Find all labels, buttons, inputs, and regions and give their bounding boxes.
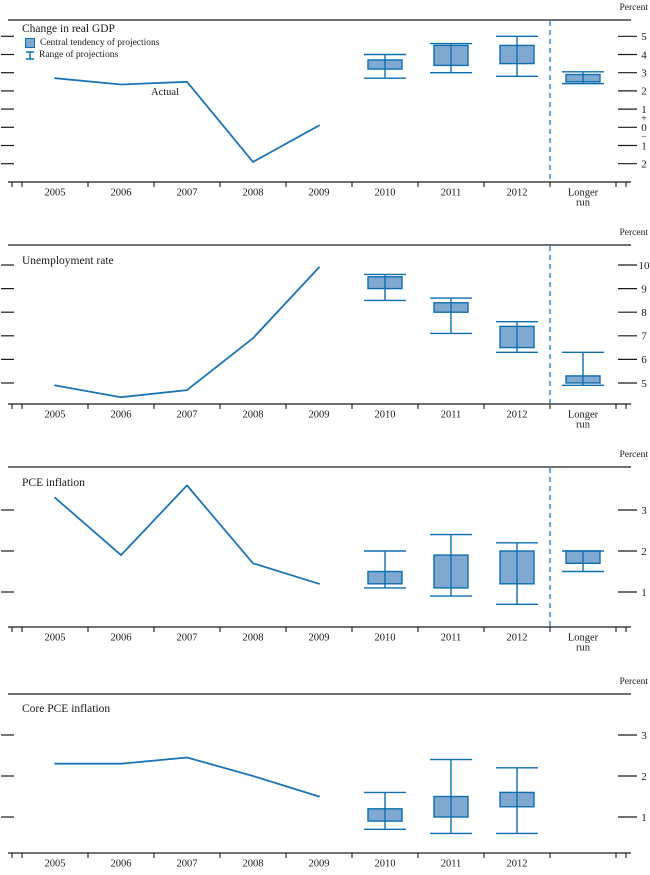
x-label-year: 2005	[45, 188, 66, 199]
y-tick-label: 3	[641, 505, 647, 517]
y-tick-label: 10	[639, 260, 650, 272]
y-tick-label: 2	[641, 159, 647, 171]
y-tick-label: 4	[641, 49, 647, 61]
y-tick-label: 2	[641, 546, 647, 558]
range-whisker-icon	[26, 50, 34, 60]
x-label-year: 2009	[309, 633, 330, 644]
legend-row-central-tendency: Central tendency of projections	[25, 37, 160, 49]
percent-axis-label: Percent	[619, 228, 649, 238]
x-label-year: 2010	[375, 633, 396, 644]
legend-label-range: Range of projections	[39, 50, 119, 60]
x-label-year: 2010	[375, 859, 396, 870]
y-tick-label: 0	[641, 122, 647, 134]
x-label-year: 2006	[111, 188, 132, 199]
x-label-year: 2006	[111, 633, 132, 644]
y-tick-label: 8	[641, 307, 647, 319]
y-tick-label: 6	[641, 354, 647, 366]
legend-row-range: Range of projections	[25, 49, 160, 61]
x-label-longer-run: run	[576, 198, 591, 209]
y-tick-label: 5	[641, 378, 647, 390]
x-label-year: 2008	[243, 859, 264, 870]
chart-legend: Central tendency of projections Range of…	[25, 37, 160, 61]
x-label-longer-run: run	[576, 643, 591, 654]
x-label-year: 2011	[441, 188, 462, 199]
y-tick-label: 5	[641, 31, 647, 43]
x-label-year: 2012	[507, 633, 528, 644]
percent-axis-label: Percent	[619, 450, 649, 460]
percent-axis-label: Percent	[619, 3, 649, 13]
x-label-year: 2007	[177, 633, 198, 644]
x-label-year: 2008	[243, 188, 264, 199]
x-label-year: 2010	[375, 410, 396, 421]
x-label-year: 2007	[177, 188, 198, 199]
x-label-longer-run: Longer	[568, 188, 599, 199]
x-label-year: 2005	[45, 410, 66, 421]
x-label-longer-run: Longer	[568, 410, 599, 421]
x-label-year: 2011	[441, 410, 462, 421]
x-label-year: 2010	[375, 188, 396, 199]
y-tick-label: 1	[641, 140, 647, 152]
x-label-year: 2009	[309, 188, 330, 199]
x-label-year: 2005	[45, 633, 66, 644]
central-tendency-swatch-icon	[25, 38, 35, 48]
y-tick-label: 9	[641, 283, 647, 295]
legend-label-central-tendency: Central tendency of projections	[40, 38, 160, 48]
x-label-year: 2011	[441, 859, 462, 870]
x-label-year: 2006	[111, 410, 132, 421]
y-tick-label: 3	[641, 68, 647, 80]
x-label-year: 2007	[177, 410, 198, 421]
y-tick-label: 3	[641, 730, 647, 742]
x-label-year: 2012	[507, 859, 528, 870]
actual-line-label: Actual	[151, 87, 179, 98]
x-label-longer-run: Longer	[568, 633, 599, 644]
x-label-year: 2005	[45, 859, 66, 870]
panel-title-gdp: Change in real GDP	[22, 23, 115, 35]
y-tick-label: 1	[641, 812, 647, 824]
minus-sign-marker: −	[641, 132, 647, 143]
x-label-longer-run: run	[576, 420, 591, 431]
x-label-year: 2012	[507, 410, 528, 421]
actual-line	[54, 266, 320, 399]
x-label-year: 2012	[507, 188, 528, 199]
panel-title-unemployment: Unemployment rate	[22, 255, 114, 267]
y-tick-label: 2	[641, 86, 647, 98]
plus-sign-marker: +	[641, 113, 647, 124]
x-label-year: 2008	[243, 633, 264, 644]
y-tick-label: 1	[641, 104, 647, 116]
x-label-year: 2006	[111, 859, 132, 870]
y-tick-label: 2	[641, 771, 647, 783]
percent-axis-label: Percent	[619, 677, 649, 687]
x-label-year: 2008	[243, 410, 264, 421]
actual-line	[54, 756, 320, 798]
panel-title-core-pce-inflation: Core PCE inflation	[22, 703, 111, 715]
x-label-year: 2011	[441, 633, 462, 644]
x-label-year: 2009	[309, 410, 330, 421]
panel-title-pce-inflation: PCE inflation	[22, 477, 85, 489]
x-label-year: 2007	[177, 859, 198, 870]
y-tick-label: 1	[641, 587, 647, 599]
actual-line	[54, 484, 320, 585]
actual-line	[54, 77, 320, 163]
y-tick-label: 7	[641, 331, 647, 343]
x-label-year: 2009	[309, 859, 330, 870]
